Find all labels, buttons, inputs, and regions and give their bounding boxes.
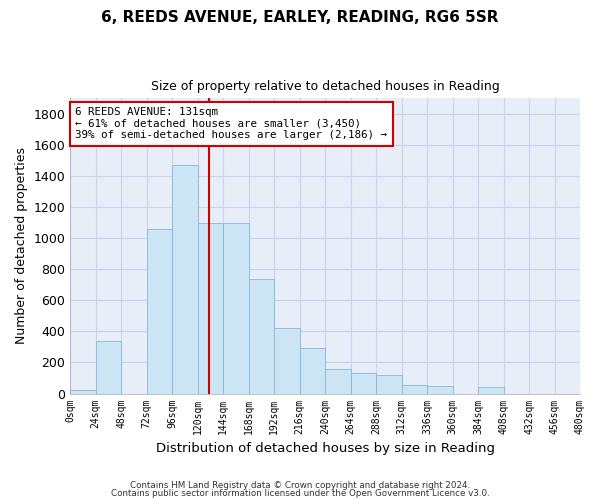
Bar	[299, 348, 325, 394]
Text: Contains HM Land Registry data © Crown copyright and database right 2024.: Contains HM Land Registry data © Crown c…	[130, 481, 470, 490]
Bar	[325, 368, 350, 394]
Bar	[198, 222, 223, 394]
Y-axis label: Number of detached properties: Number of detached properties	[15, 148, 28, 344]
Text: 6, REEDS AVENUE, EARLEY, READING, RG6 5SR: 6, REEDS AVENUE, EARLEY, READING, RG6 5S…	[101, 10, 499, 25]
Bar	[70, 390, 96, 394]
Bar	[427, 386, 452, 394]
Bar	[274, 328, 299, 394]
Bar	[223, 222, 248, 394]
X-axis label: Distribution of detached houses by size in Reading: Distribution of detached houses by size …	[155, 442, 494, 455]
Bar	[147, 229, 172, 394]
Bar	[401, 385, 427, 394]
Bar	[248, 278, 274, 394]
Bar	[172, 165, 198, 394]
Bar	[96, 340, 121, 394]
Bar	[376, 375, 401, 394]
Title: Size of property relative to detached houses in Reading: Size of property relative to detached ho…	[151, 80, 500, 93]
Bar	[350, 374, 376, 394]
Text: Contains public sector information licensed under the Open Government Licence v3: Contains public sector information licen…	[110, 488, 490, 498]
Bar	[478, 388, 503, 394]
Text: 6 REEDS AVENUE: 131sqm
← 61% of detached houses are smaller (3,450)
39% of semi-: 6 REEDS AVENUE: 131sqm ← 61% of detached…	[76, 107, 388, 140]
